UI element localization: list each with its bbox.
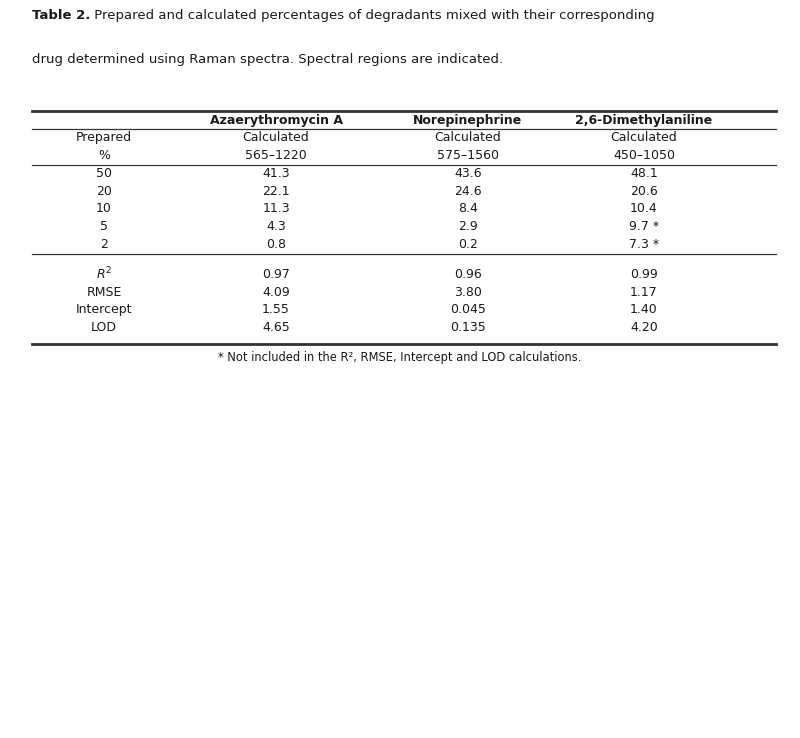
Text: 43.6: 43.6 <box>454 167 482 180</box>
Text: 20.6: 20.6 <box>630 184 658 198</box>
Text: RMSE: RMSE <box>86 286 122 299</box>
Text: 41.3: 41.3 <box>262 167 290 180</box>
Text: 4.20: 4.20 <box>630 321 658 334</box>
Text: we obtained from the Raman spectrometer: we obtained from the Raman spectrometer <box>32 492 650 520</box>
Text: 4.65: 4.65 <box>262 321 290 334</box>
Text: 0.99: 0.99 <box>630 268 658 281</box>
Text: tables in detail and what does the above: tables in detail and what does the above <box>32 586 614 614</box>
Text: 0.045: 0.045 <box>450 303 486 317</box>
Text: 0.2: 0.2 <box>458 238 478 251</box>
Text: 1.40: 1.40 <box>630 303 658 317</box>
Text: Calculated: Calculated <box>242 131 310 145</box>
Text: 22.1: 22.1 <box>262 184 290 198</box>
Text: 0.97: 0.97 <box>262 268 290 281</box>
Text: 20: 20 <box>96 184 112 198</box>
Text: are in the above tables. Explain all the: are in the above tables. Explain all the <box>32 539 582 567</box>
Text: Calculated: Calculated <box>434 131 502 145</box>
Text: 3.80: 3.80 <box>454 286 482 299</box>
Text: Prepared: Prepared <box>76 131 132 145</box>
Text: 0.8: 0.8 <box>266 238 286 251</box>
Text: %: % <box>98 149 110 162</box>
Text: Spectral analysis of the preparation and: Spectral analysis of the preparation and <box>32 397 604 425</box>
Text: 5: 5 <box>100 220 108 233</box>
Text: 4.3: 4.3 <box>266 220 286 233</box>
Text: 24.6: 24.6 <box>454 184 482 198</box>
Text: 10.4: 10.4 <box>630 202 658 215</box>
Text: LOD: LOD <box>91 321 117 334</box>
Text: 565–1220: 565–1220 <box>245 149 307 162</box>
Text: $R^2$: $R^2$ <box>96 266 112 283</box>
Text: 48.1: 48.1 <box>630 167 658 180</box>
Text: 450–1050: 450–1050 <box>613 149 675 162</box>
Text: 575–1560: 575–1560 <box>437 149 499 162</box>
Text: 4.09: 4.09 <box>262 286 290 299</box>
Text: 1.17: 1.17 <box>630 286 658 299</box>
Text: 2,6-Dimethylaniline: 2,6-Dimethylaniline <box>575 114 713 127</box>
Text: 50: 50 <box>96 167 112 180</box>
Text: Prepared and calculated percentages of degradants mixed with their corresponding: Prepared and calculated percentages of d… <box>90 9 655 22</box>
Text: 0.96: 0.96 <box>454 268 482 281</box>
Text: 1.55: 1.55 <box>262 303 290 317</box>
Text: between the tables???: between the tables??? <box>32 681 353 709</box>
Text: table represent and what is the relationship: table represent and what is the relation… <box>32 634 656 662</box>
Text: 8.4: 8.4 <box>458 202 478 215</box>
Text: the results are important ... The results that: the results are important ... The result… <box>32 444 658 472</box>
Text: Norepinephrine: Norepinephrine <box>414 114 522 127</box>
Text: 0.135: 0.135 <box>450 321 486 334</box>
Text: Azaerythromycin A: Azaerythromycin A <box>210 114 342 127</box>
Text: 7.3 *: 7.3 * <box>629 238 659 251</box>
Text: * Not included in the R², RMSE, Intercept and LOD calculations.: * Not included in the R², RMSE, Intercep… <box>218 351 582 364</box>
Text: 10: 10 <box>96 202 112 215</box>
Text: 2: 2 <box>100 238 108 251</box>
Text: Intercept: Intercept <box>76 303 132 317</box>
Text: 9.7 *: 9.7 * <box>629 220 659 233</box>
Text: 11.3: 11.3 <box>262 202 290 215</box>
Text: 2.9: 2.9 <box>458 220 478 233</box>
Text: drug determined using Raman spectra. Spectral regions are indicated.: drug determined using Raman spectra. Spe… <box>32 53 503 66</box>
Text: Table 2.: Table 2. <box>32 9 90 22</box>
Text: Calculated: Calculated <box>610 131 678 145</box>
